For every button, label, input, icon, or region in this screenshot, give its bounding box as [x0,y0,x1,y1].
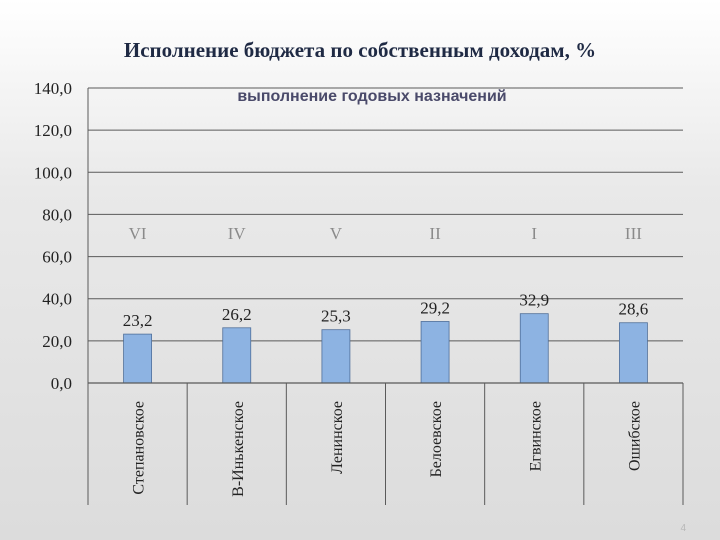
slide-title: Исполнение бюджета по собственным дохода… [123,38,597,62]
y-tick-label: 80,0 [42,205,72,224]
rank-label: I [531,224,537,243]
bar [420,321,450,384]
x-tick-label: Егвинское [527,401,544,471]
rank-label: VI [129,224,147,243]
data-label: 28,6 [619,300,649,319]
data-label: 26,2 [222,305,252,324]
data-label: 23,2 [123,311,153,330]
y-tick-label: 20,0 [42,332,72,351]
rank-label: IV [228,224,247,243]
data-label: 32,9 [519,291,549,310]
rank-label: III [625,224,642,243]
data-label: 29,2 [420,298,450,317]
x-tick-label: Белоевское [428,401,445,477]
bar [519,313,549,384]
bar [123,333,152,384]
chart-title: выполнение годовых назначений [237,88,506,105]
bar [619,322,648,384]
y-tick-label: 120,0 [34,121,72,140]
data-label: 25,3 [321,307,351,326]
rank-label: II [429,224,441,243]
x-tick-label: В-Инькенское [230,401,247,497]
page-number: 4 [680,523,686,534]
bar [222,327,252,384]
x-tick-label: Ошибское [626,401,643,471]
y-tick-label: 100,0 [34,163,72,182]
bar [321,329,351,384]
y-tick-label: 60,0 [42,248,72,267]
y-tick-label: 40,0 [42,290,72,309]
x-tick-label: Ленинское [329,401,346,474]
rank-label: V [330,224,343,243]
x-tick-label: Степановское [131,401,148,495]
y-tick-label: 140,0 [34,79,72,98]
y-tick-label: 0,0 [51,374,72,393]
